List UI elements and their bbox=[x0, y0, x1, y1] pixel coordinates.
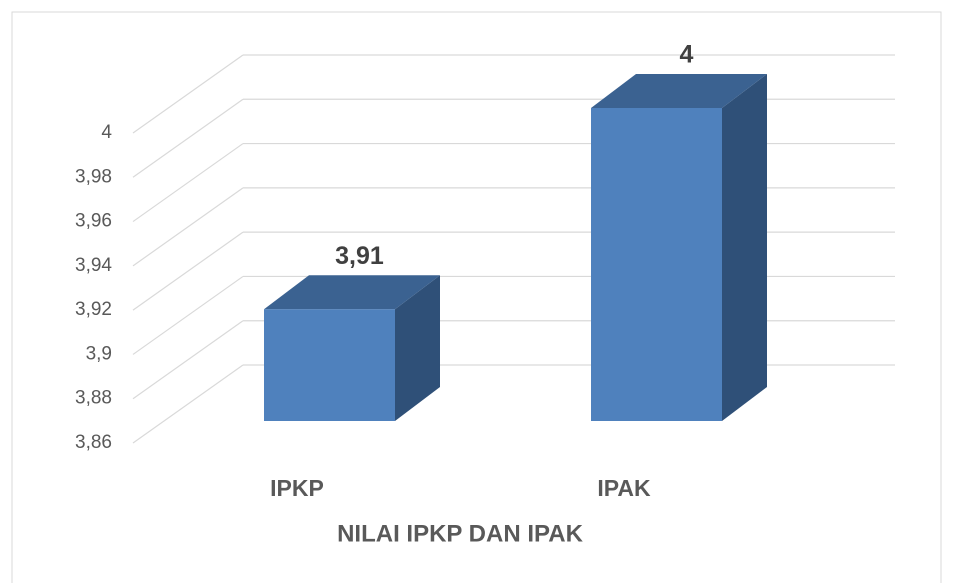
x-tick-label: IPKP bbox=[270, 475, 324, 501]
grid-line bbox=[132, 187, 244, 267]
bar bbox=[591, 108, 722, 421]
x-axis-title: NILAI IPKP DAN IPAK bbox=[337, 520, 583, 547]
chart-border bbox=[11, 11, 942, 588]
grid-line bbox=[132, 364, 244, 444]
bar-side bbox=[722, 74, 767, 421]
x-tick-label: IPAK bbox=[597, 475, 651, 501]
value-label: 4 bbox=[680, 41, 694, 69]
grid-line bbox=[132, 54, 244, 134]
grid-line bbox=[132, 320, 244, 400]
y-tick-label: 3,92 bbox=[75, 299, 112, 320]
y-tick-label: 3,9 bbox=[86, 343, 112, 364]
bar-side bbox=[395, 275, 440, 421]
bar-top bbox=[591, 74, 767, 108]
y-tick-label: 3,88 bbox=[75, 388, 112, 409]
grid-line bbox=[132, 143, 244, 223]
y-tick-label: 4 bbox=[101, 122, 112, 143]
y-tick-label: 3,86 bbox=[75, 432, 112, 453]
bar-top bbox=[264, 275, 440, 310]
bar bbox=[264, 309, 395, 421]
grid-line bbox=[132, 231, 244, 311]
value-label: 3,91 bbox=[335, 242, 384, 270]
y-tick-label: 3,98 bbox=[75, 166, 112, 187]
y-tick-label: 3,96 bbox=[75, 211, 112, 232]
grid-line bbox=[132, 98, 244, 178]
grid-line bbox=[132, 275, 244, 355]
y-tick-label: 3,94 bbox=[75, 255, 112, 276]
